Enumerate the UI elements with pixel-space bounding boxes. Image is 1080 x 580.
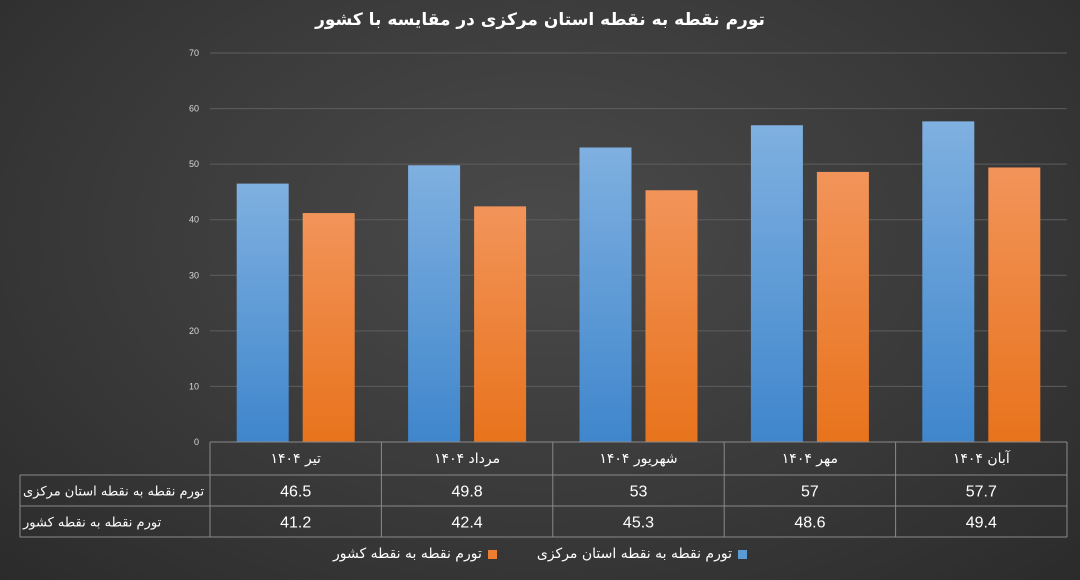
legend-swatch-markazi bbox=[737, 549, 747, 559]
legend-item-markazi: تورم نقطه به نقطه استان مرکزی bbox=[537, 546, 747, 562]
data-table-cell: 48.6 bbox=[794, 515, 825, 532]
y-tick-label: 70 bbox=[189, 48, 199, 58]
data-table-cell: 46.5 bbox=[280, 484, 311, 501]
y-tick-label: 50 bbox=[189, 159, 199, 169]
y-tick-label: 60 bbox=[189, 104, 199, 114]
chart-title: تورم نقطه به نقطه استان مرکزی در مقایسه … bbox=[315, 10, 765, 30]
bar-national bbox=[816, 171, 869, 442]
data-table-cell: 42.4 bbox=[452, 515, 483, 532]
table-row-label-national: تورم نقطه به نقطه کشور bbox=[22, 516, 162, 531]
x-tick-label: مهر ۱۴۰۴ bbox=[782, 451, 838, 467]
y-tick-label: 0 bbox=[194, 437, 199, 447]
legend-swatch-national bbox=[487, 549, 497, 559]
data-table-cell: 57 bbox=[801, 484, 819, 501]
bar-markazi bbox=[408, 165, 461, 443]
data-table-cell: 41.2 bbox=[280, 515, 311, 532]
bar-markazi bbox=[750, 125, 803, 442]
data-table-cell: 49.8 bbox=[452, 484, 483, 501]
legend: تورم نقطه به نقطه کشور تورم نقطه به نقطه… bbox=[0, 546, 1080, 562]
legend-label-national: تورم نقطه به نقطه کشور bbox=[333, 546, 482, 562]
x-tick-label: تیر ۱۴۰۴ bbox=[271, 451, 321, 467]
data-table-cell: 49.4 bbox=[966, 515, 997, 532]
legend-item-national: تورم نقطه به نقطه کشور bbox=[333, 546, 497, 562]
table-row-label-markazi: تورم نقطه به نقطه استان مرکزی bbox=[23, 485, 205, 500]
data-table-cell: 53 bbox=[630, 484, 648, 501]
x-tick-label: شهریور ۱۴۰۴ bbox=[599, 451, 677, 467]
bar-national bbox=[645, 190, 698, 442]
y-tick-label: 10 bbox=[189, 381, 199, 391]
bar-markazi bbox=[922, 121, 975, 443]
x-tick-label: مرداد ۱۴۰۴ bbox=[434, 451, 500, 467]
x-tick-label: آبان ۱۴۰۴ bbox=[953, 450, 1011, 467]
legend-label-markazi: تورم نقطه به نقطه استان مرکزی bbox=[536, 546, 732, 562]
y-tick-label: 40 bbox=[189, 215, 199, 225]
bar-national bbox=[474, 206, 527, 442]
bar-markazi bbox=[579, 147, 632, 442]
y-tick-label: 20 bbox=[189, 326, 199, 336]
y-tick-label: 30 bbox=[189, 270, 199, 280]
data-table-cell: 57.7 bbox=[966, 484, 997, 501]
bar-national bbox=[988, 167, 1041, 442]
data-table-cell: 45.3 bbox=[623, 515, 654, 532]
bar-markazi bbox=[236, 183, 289, 443]
bar-national bbox=[302, 213, 355, 442]
